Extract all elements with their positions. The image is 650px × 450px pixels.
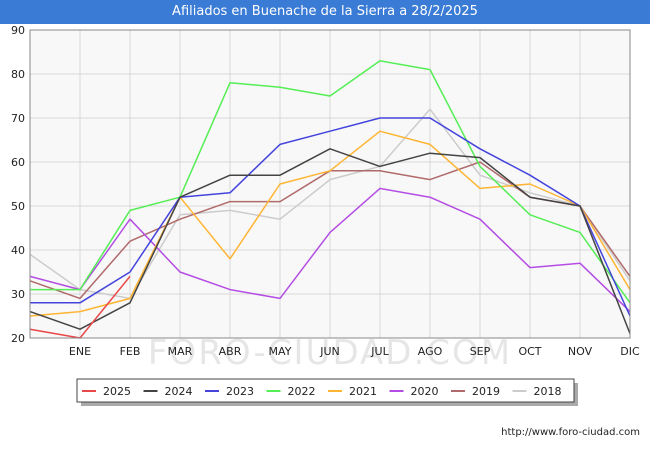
y-tick-label: 60 <box>11 156 25 169</box>
y-tick-label: 80 <box>11 68 25 81</box>
legend-label: 2019 <box>472 385 500 398</box>
series-line-2021 <box>29 130 631 317</box>
legend-box <box>76 378 575 403</box>
y-tick-label: 40 <box>11 244 25 257</box>
footer-url: http://www.foro-ciudad.com <box>501 427 640 438</box>
x-axis-ticks: ENE FEB MAR ABR MAY JUN JUL AGO SEP OCT NOV DIC <box>69 345 640 358</box>
x-tick-label: FEB <box>120 345 141 358</box>
y-tick-label: 70 <box>11 112 25 125</box>
legend-label: 2021 <box>349 385 377 398</box>
x-tick-label: AGO <box>418 345 443 358</box>
legend-label: 2020 <box>411 385 439 398</box>
series-line-2022 <box>30 60 631 304</box>
chart-title: Afiliados en Buenache de la Sierra a 28/… <box>0 0 650 24</box>
legend-item-2019: 2019 <box>451 385 500 398</box>
x-tick-label: ABR <box>219 345 242 358</box>
legend-label: 2023 <box>226 385 254 398</box>
y-tick-label: 20 <box>11 332 25 345</box>
legend-label: 2022 <box>288 385 316 398</box>
x-tick-label: JUL <box>370 345 389 358</box>
legend-item-2023: 2023 <box>205 385 254 398</box>
legend-item-2021: 2021 <box>328 385 377 398</box>
legend-item-2024: 2024 <box>143 385 193 398</box>
x-tick-label: DIC <box>620 345 640 358</box>
x-tick-label: NOV <box>568 345 593 358</box>
legend-item-2022: 2022 <box>266 385 316 398</box>
y-axis-ticks: 20 30 40 50 60 70 80 90 <box>11 24 25 345</box>
legend-label: 2024 <box>165 385 193 398</box>
watermark-text: FORO-CIUDAD.COM <box>148 333 512 373</box>
legend-item-2025: 2025 <box>82 385 131 398</box>
y-tick-label: 90 <box>11 24 25 37</box>
legend-label: 2018 <box>534 385 562 398</box>
x-tick-label: ENE <box>69 345 91 358</box>
y-tick-label: 30 <box>11 288 25 301</box>
series-line-2024 <box>29 148 631 334</box>
legend-item-2020: 2020 <box>389 385 439 398</box>
y-tick-label: 50 <box>11 200 25 213</box>
series-line-2020 <box>29 187 631 313</box>
legend-item-2018: 2018 <box>512 385 562 398</box>
x-tick-label: MAY <box>269 345 292 358</box>
series-line-2023 <box>30 117 631 317</box>
x-tick-label: MAR <box>168 345 193 358</box>
plot-border <box>29 29 631 339</box>
legend: 2025 2024 2023 2022 2021 2020 2019 2018 <box>82 385 562 398</box>
x-tick-label: OCT <box>518 345 541 358</box>
series-lines <box>29 60 631 339</box>
legend-label: 2025 <box>103 385 131 398</box>
x-tick-label: SEP <box>470 345 491 358</box>
x-tick-label: JUN <box>319 345 340 358</box>
